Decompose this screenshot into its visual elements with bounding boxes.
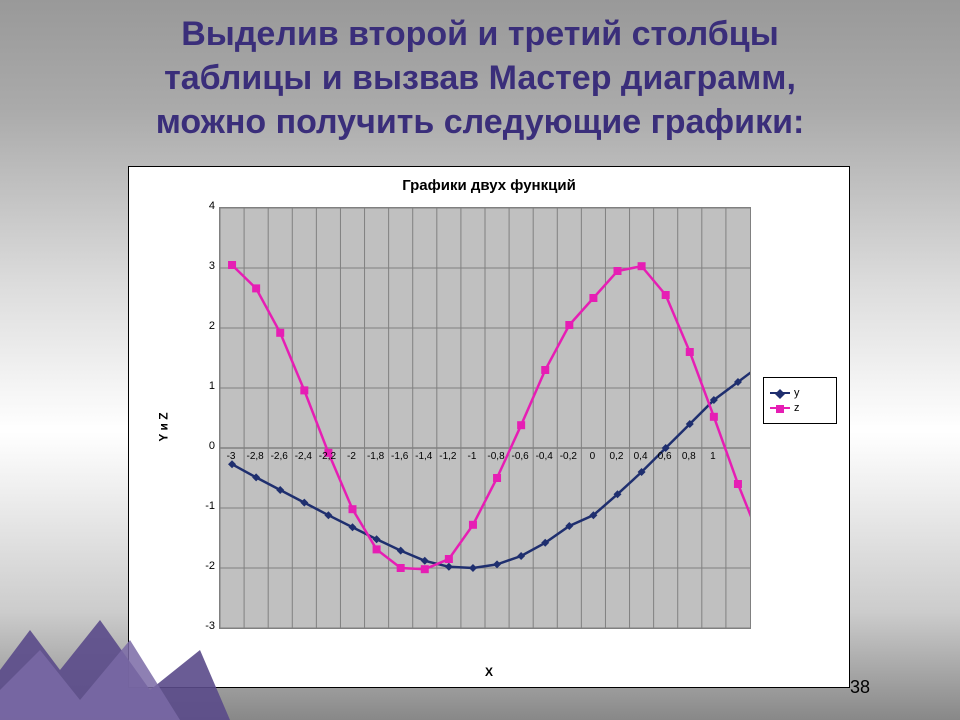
chart-container: Графики двух функций Y и Z X -3 -2 -1 0 1 2 3 4… xyxy=(128,166,850,688)
x-tick: 1 xyxy=(699,451,727,462)
y-tick: -2 xyxy=(205,560,215,572)
y-axis-label: Y и Z xyxy=(157,412,171,441)
legend-label-y: y xyxy=(794,387,800,399)
page-title: Выделив второй и третий столбцы таблицы … xyxy=(0,12,960,145)
y-tick: 1 xyxy=(209,380,215,392)
y-tick: 0 xyxy=(209,440,215,452)
plot-area xyxy=(219,207,751,629)
legend-label-z: z xyxy=(794,402,800,414)
y-tick: 4 xyxy=(209,200,215,212)
page-number: 38 xyxy=(850,677,870,698)
legend-item-y: y xyxy=(770,387,830,399)
legend-marker-z xyxy=(770,407,790,409)
y-tick: -1 xyxy=(205,500,215,512)
x-axis-label: X xyxy=(129,665,849,679)
y-tick: 3 xyxy=(209,260,215,272)
chart-title: Графики двух функций xyxy=(129,177,849,194)
heading-line-2: таблицы и вызвав Мастер диаграмм, xyxy=(0,56,960,100)
y-tick: 2 xyxy=(209,320,215,332)
legend: y z xyxy=(763,377,837,424)
slide: Выделив второй и третий столбцы таблицы … xyxy=(0,0,960,720)
legend-marker-y xyxy=(770,392,790,394)
legend-item-z: z xyxy=(770,402,830,414)
heading-line-3: можно получить следующие графики: xyxy=(0,100,960,144)
y-ticks: -3-2-101234 xyxy=(189,207,215,627)
y-tick: -3 xyxy=(205,620,215,632)
chart-svg xyxy=(220,208,750,628)
heading-line-1: Выделив второй и третий столбцы xyxy=(0,12,960,56)
